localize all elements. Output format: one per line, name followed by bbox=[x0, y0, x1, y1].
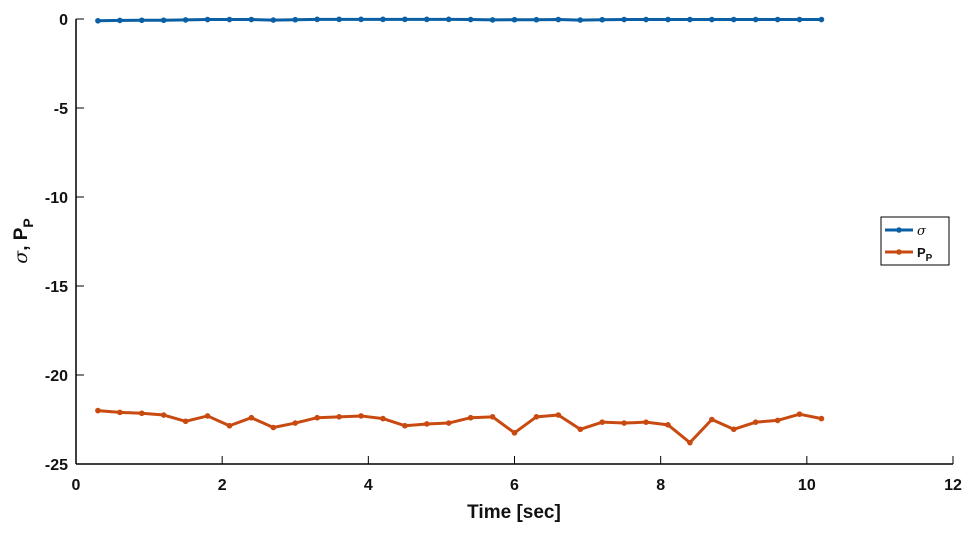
series-line-1 bbox=[97, 409, 822, 445]
data-point bbox=[336, 414, 342, 420]
legend-marker-0 bbox=[896, 227, 902, 233]
data-point bbox=[160, 412, 167, 418]
data-point bbox=[445, 16, 452, 23]
data-point bbox=[402, 422, 408, 429]
y-tick-label: -20 bbox=[45, 368, 68, 385]
data-point bbox=[292, 420, 299, 426]
data-point bbox=[358, 16, 364, 23]
y-label-main: P bbox=[11, 227, 32, 240]
data-point bbox=[533, 16, 540, 23]
data-point bbox=[752, 419, 759, 425]
data-point bbox=[730, 426, 737, 433]
data-point bbox=[95, 17, 101, 24]
data-point bbox=[117, 17, 123, 24]
x-tick-label: 10 bbox=[798, 477, 816, 494]
y-tick-label: -10 bbox=[45, 190, 68, 207]
data-point bbox=[380, 415, 386, 422]
data-point bbox=[402, 16, 408, 23]
x-tick-label: 6 bbox=[510, 477, 519, 494]
legend: σ PP bbox=[880, 216, 950, 266]
data-point bbox=[160, 17, 167, 24]
data-point bbox=[533, 414, 540, 420]
data-point bbox=[599, 16, 605, 23]
data-point bbox=[138, 17, 145, 24]
y-tick-label: -15 bbox=[45, 279, 68, 296]
axes: 0 2 4 6 8 10 12 0 -5 -10 -15 -20 -25 bbox=[45, 12, 962, 494]
data-point bbox=[511, 16, 518, 23]
y-axis-label: σ, PP bbox=[10, 218, 36, 264]
data-point bbox=[709, 416, 715, 423]
x-tick-label: 0 bbox=[72, 477, 81, 494]
y-tick-label: 0 bbox=[59, 12, 68, 29]
data-point bbox=[665, 422, 671, 428]
data-point bbox=[621, 420, 627, 426]
data-point bbox=[599, 419, 605, 425]
data-point bbox=[752, 16, 759, 23]
data-point bbox=[314, 414, 320, 421]
data-point bbox=[336, 16, 342, 23]
data-point bbox=[796, 411, 803, 417]
data-point bbox=[292, 16, 299, 23]
x-tick-label: 8 bbox=[656, 477, 665, 494]
data-point bbox=[204, 16, 211, 23]
legend-box bbox=[880, 216, 950, 266]
data-point bbox=[577, 426, 584, 433]
x-tick-label: 12 bbox=[944, 477, 962, 494]
y-tick-label: -5 bbox=[54, 101, 68, 118]
data-point bbox=[226, 16, 233, 23]
y-label-sigma: σ bbox=[10, 250, 32, 264]
data-point bbox=[489, 17, 496, 23]
series-line-0 bbox=[97, 17, 822, 23]
legend-label-1: PP bbox=[917, 245, 933, 264]
data-point bbox=[95, 407, 101, 414]
data-point bbox=[687, 439, 693, 446]
data-point bbox=[774, 417, 781, 424]
data-point bbox=[511, 430, 518, 436]
data-point bbox=[270, 424, 277, 431]
legend-label-0: σ bbox=[917, 224, 927, 239]
data-point bbox=[467, 414, 474, 421]
y-tick-label: -25 bbox=[45, 457, 68, 474]
data-point bbox=[818, 415, 825, 422]
data-point bbox=[796, 16, 803, 23]
data-point bbox=[314, 16, 320, 23]
x-tick-label: 2 bbox=[218, 477, 227, 494]
data-point bbox=[555, 412, 562, 418]
legend-marker-1 bbox=[896, 249, 902, 255]
data-point bbox=[182, 17, 189, 23]
data-point bbox=[489, 414, 496, 420]
x-axis-label: Time [sec] bbox=[467, 502, 561, 523]
data-point bbox=[358, 413, 364, 419]
data-point bbox=[248, 414, 255, 421]
y-label-sep: , bbox=[11, 240, 32, 251]
data-point bbox=[380, 16, 386, 23]
data-point bbox=[248, 16, 255, 23]
data-point bbox=[445, 420, 452, 426]
data-point bbox=[774, 16, 781, 23]
series-layer bbox=[95, 16, 825, 446]
data-point bbox=[117, 409, 123, 416]
data-point bbox=[665, 16, 671, 23]
data-point bbox=[204, 413, 211, 419]
data-point bbox=[270, 17, 277, 23]
data-point bbox=[424, 421, 430, 427]
y-label-sub: P bbox=[20, 218, 36, 227]
data-point bbox=[577, 17, 584, 23]
data-point bbox=[182, 418, 189, 425]
data-point bbox=[730, 16, 737, 23]
data-point bbox=[424, 16, 430, 23]
data-point bbox=[621, 16, 627, 23]
data-point bbox=[818, 16, 825, 23]
x-tick-label: 4 bbox=[364, 477, 373, 494]
data-point bbox=[709, 16, 715, 23]
data-point bbox=[643, 16, 649, 23]
data-point bbox=[138, 410, 145, 417]
data-point bbox=[555, 16, 562, 23]
data-point bbox=[687, 16, 693, 23]
data-point bbox=[226, 422, 233, 429]
data-point bbox=[643, 419, 649, 425]
data-point bbox=[467, 16, 474, 23]
